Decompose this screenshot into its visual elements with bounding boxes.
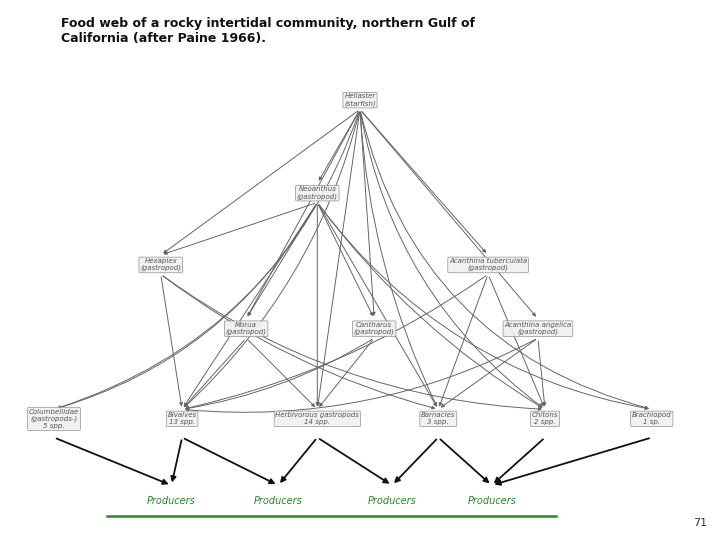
- Text: Neoanthus
(gastropod): Neoanthus (gastropod): [297, 186, 338, 200]
- Text: Barnacles
3 spp.: Barnacles 3 spp.: [421, 413, 456, 426]
- Text: Chitons
2 spp.: Chitons 2 spp.: [532, 413, 558, 426]
- Text: Columbellidae
(gastropods-)
5 spp.: Columbellidae (gastropods-) 5 spp.: [29, 409, 79, 429]
- Text: Acanthina angelica
(gastropod): Acanthina angelica (gastropod): [504, 322, 572, 335]
- Text: Morua
(gastropod): Morua (gastropod): [225, 322, 266, 335]
- Text: 71: 71: [693, 518, 707, 528]
- Text: Bivalves
13 spp.: Bivalves 13 spp.: [168, 413, 197, 426]
- Text: Brachiopod
1 sp.: Brachiopod 1 sp.: [632, 413, 672, 426]
- Text: Producers: Producers: [253, 496, 302, 507]
- Text: Producers: Producers: [467, 496, 516, 507]
- Text: Hexaplex
(gastropod): Hexaplex (gastropod): [140, 258, 181, 272]
- Text: Acanthina tuberculata
(gastropod): Acanthina tuberculata (gastropod): [449, 258, 527, 272]
- Text: Producers: Producers: [147, 496, 196, 507]
- Text: Cantharus
(gastropod): Cantharus (gastropod): [354, 322, 395, 335]
- Text: Herbivorous gastropods
14 spp.: Herbivorous gastropods 14 spp.: [275, 413, 359, 426]
- Text: Food web of a rocky intertidal community, northern Gulf of
California (after Pai: Food web of a rocky intertidal community…: [61, 17, 475, 45]
- Text: Heliaster
(starfish): Heliaster (starfish): [344, 93, 376, 107]
- Text: Producers: Producers: [368, 496, 416, 507]
